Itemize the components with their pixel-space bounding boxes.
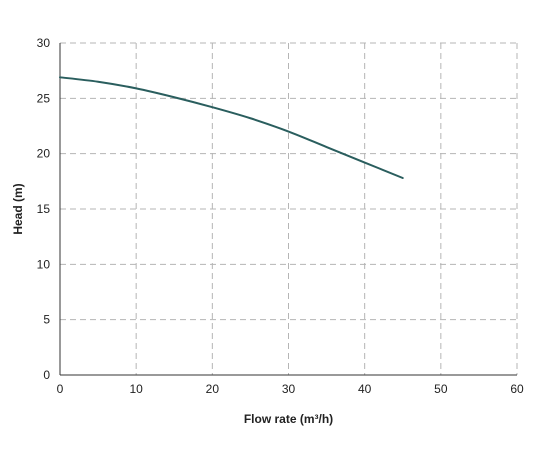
x-tick-label: 10 <box>129 382 143 396</box>
y-tick-label: 30 <box>37 36 51 50</box>
x-tick-label: 50 <box>434 382 448 396</box>
x-tick-label: 40 <box>358 382 372 396</box>
x-tick-labels: 0 10 20 30 40 50 60 <box>57 382 524 396</box>
x-tick-label: 20 <box>206 382 220 396</box>
x-tick-label: 30 <box>282 382 296 396</box>
series-line <box>59 76 404 180</box>
x-axis-title: Flow rate (m³/h) <box>244 412 333 426</box>
y-tick-label: 5 <box>43 313 50 327</box>
grid <box>60 42 518 375</box>
y-tick-label: 15 <box>37 202 51 216</box>
series <box>59 76 404 180</box>
y-tick-label: 25 <box>37 91 51 105</box>
y-axis-title: Head (m) <box>11 183 25 234</box>
y-tick-label: 20 <box>37 147 51 161</box>
y-tick-label: 10 <box>37 257 51 271</box>
x-tick-label: 0 <box>57 382 64 396</box>
axes <box>59 43 517 376</box>
y-tick-label: 0 <box>43 368 50 382</box>
y-tick-labels: 0 5 10 15 20 25 30 <box>37 36 51 382</box>
x-tick-label: 60 <box>510 382 524 396</box>
